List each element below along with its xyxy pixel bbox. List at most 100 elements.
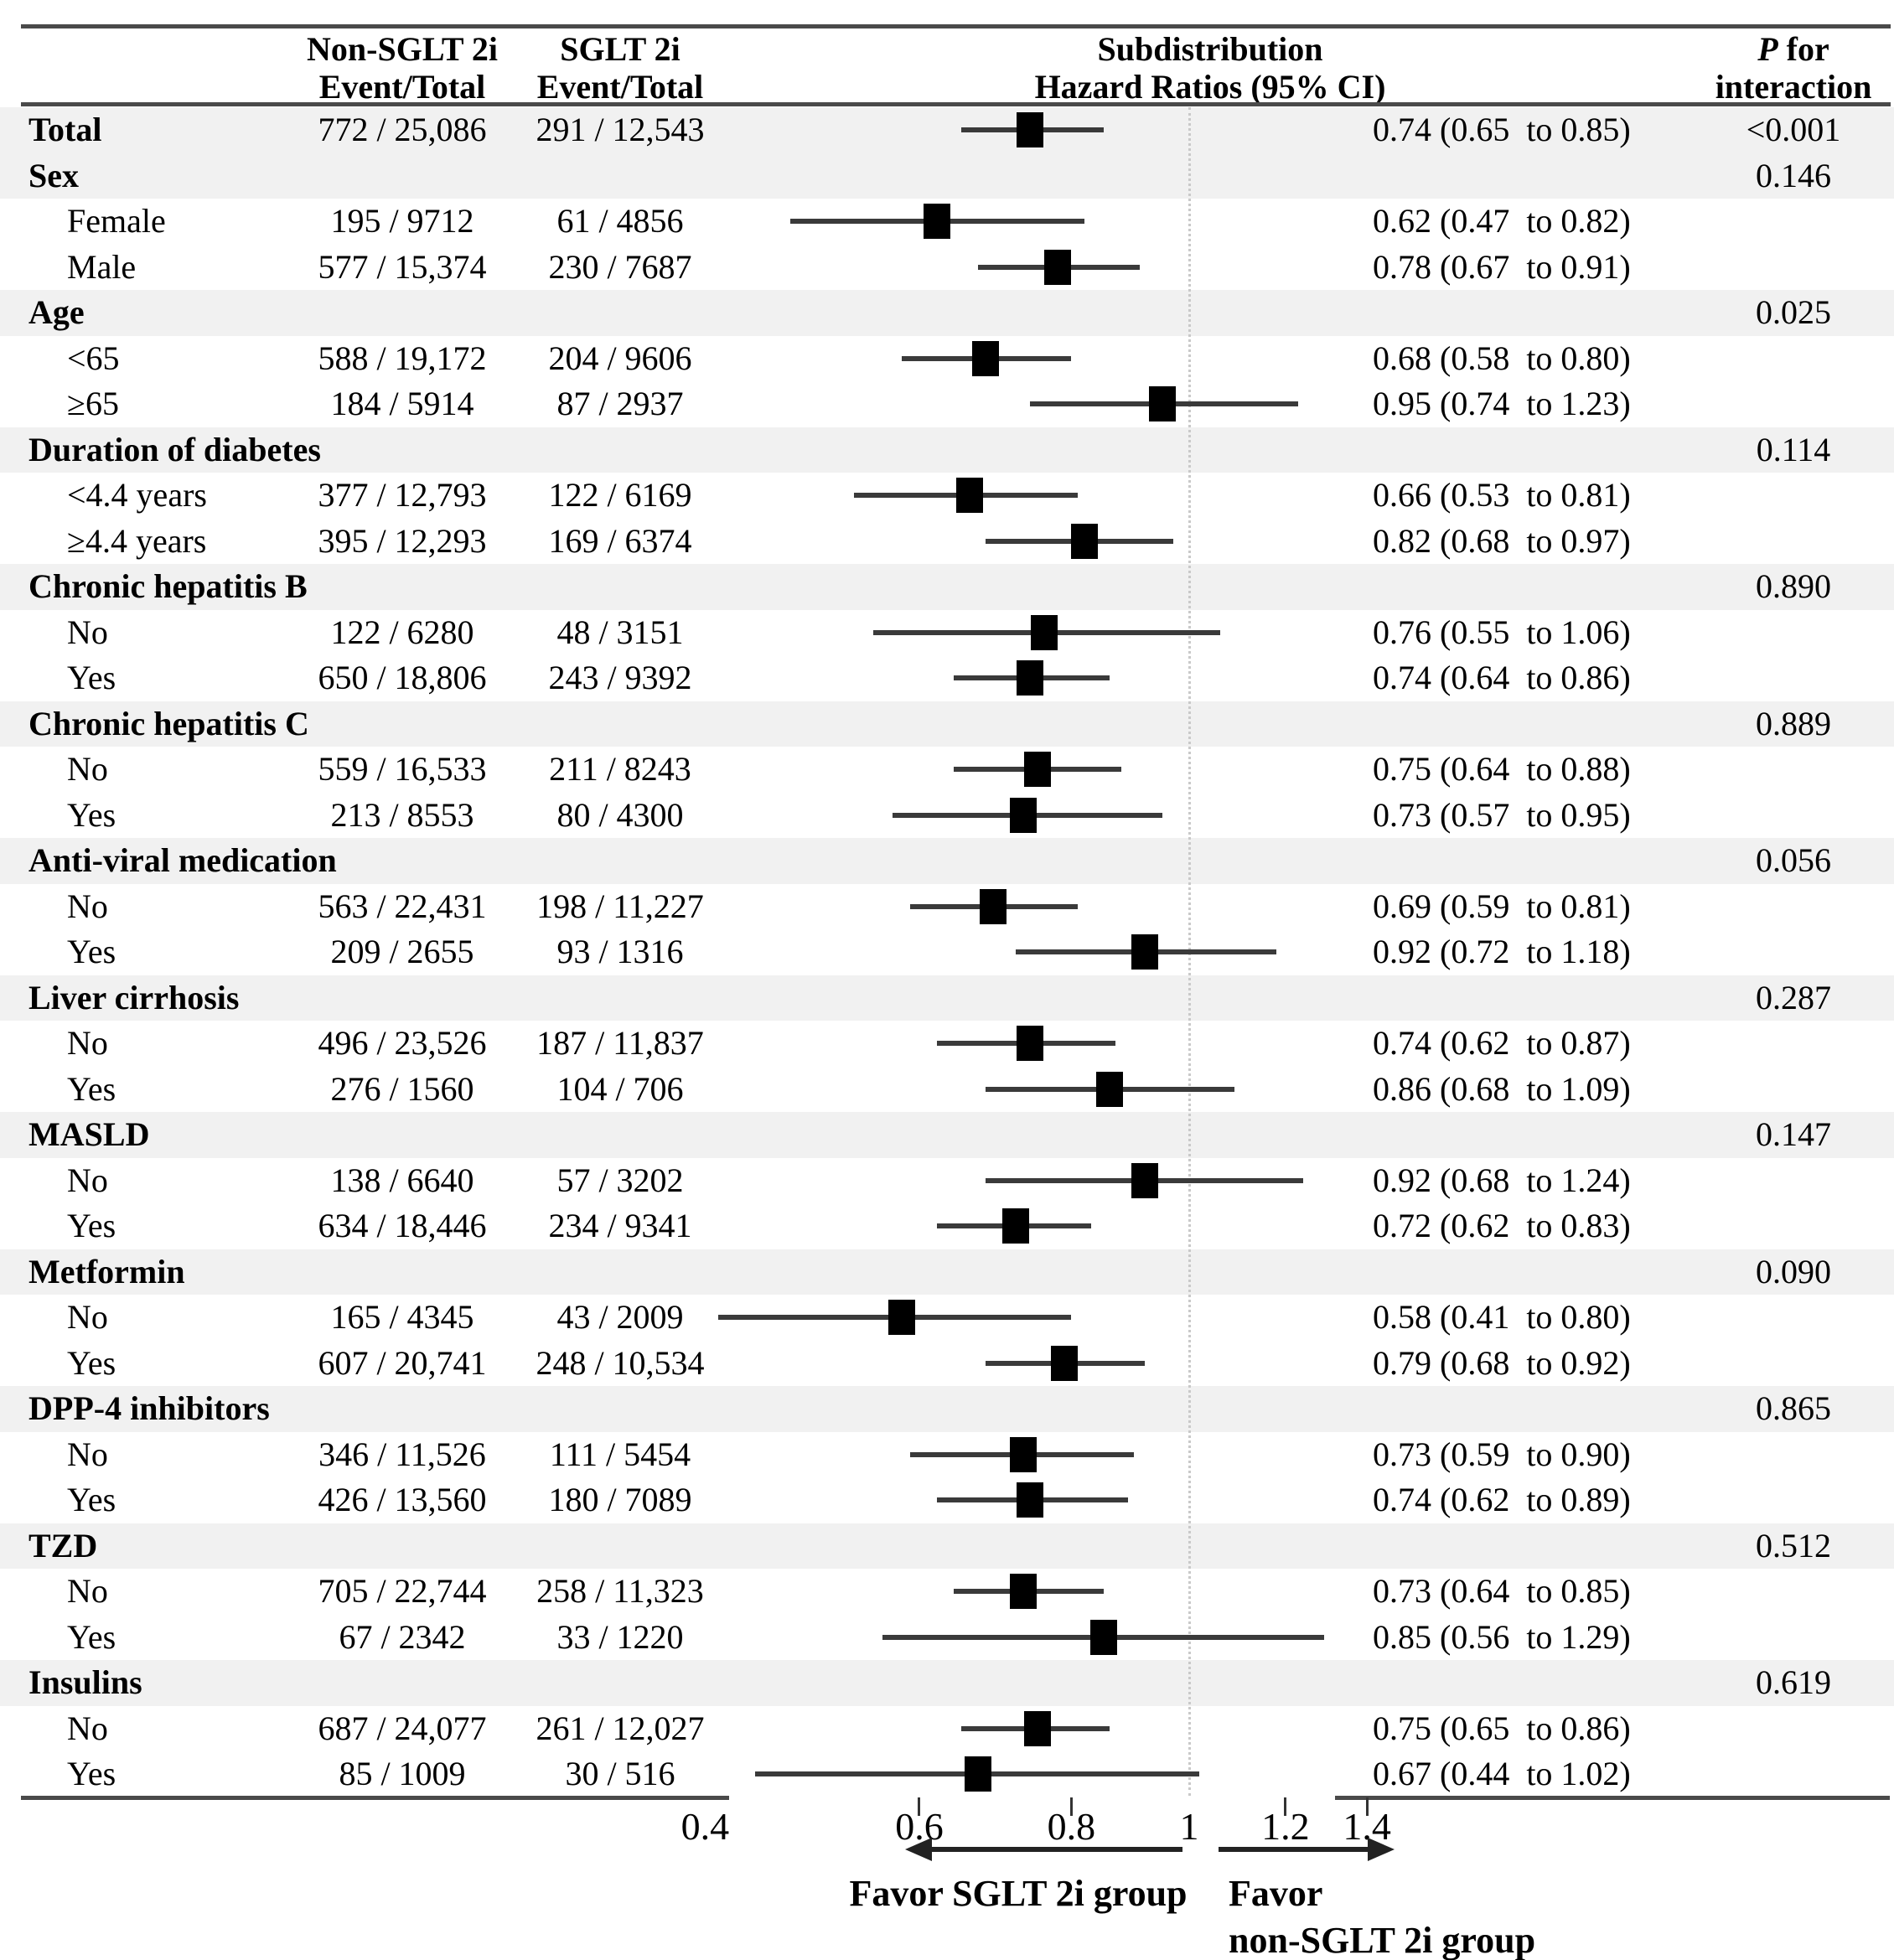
non-sglt2i-event-total: 85 / 1009	[339, 1755, 466, 1792]
p-interaction-value: 0.146	[1756, 156, 1831, 194]
point-estimate-marker	[1023, 1710, 1051, 1746]
row-label: Yes	[67, 795, 116, 834]
sglt2i-event-total: 169 / 6374	[548, 521, 692, 560]
top-rule	[21, 24, 1891, 28]
hazard-ratio-text: 0.69 (0.59 to 0.81)	[1373, 887, 1631, 925]
sglt2i-event-total: 48 / 3151	[556, 613, 684, 651]
row-label: Liver cirrhosis	[28, 978, 240, 1016]
sglt2i-event-total: 33 / 1220	[556, 1617, 684, 1656]
row-label: No	[67, 1298, 108, 1336]
point-estimate-marker	[956, 478, 984, 513]
axis-tick	[918, 1797, 921, 1816]
row-label: No	[67, 1024, 108, 1062]
p-interaction-value: 0.056	[1756, 841, 1831, 879]
non-sglt2i-event-total: 184 / 5914	[330, 385, 474, 422]
row-label: No	[67, 1435, 108, 1473]
point-estimate-marker	[1131, 934, 1159, 970]
row-label: Insulins	[28, 1663, 142, 1701]
column-header-sglt2i-sub: Event/Total	[536, 68, 704, 106]
point-estimate-marker	[1001, 1208, 1029, 1244]
subgroup-row: Yes 213 / 8553 80 / 4300 0.73 (0.57 to 0.95…	[0, 793, 1894, 839]
row-label: DPP-4 inhibitors	[28, 1389, 270, 1427]
subgroup-row: Yes 85 / 1009 30 / 516 0.67 (0.44 to 1.02)	[0, 1751, 1894, 1797]
point-estimate-marker	[1044, 249, 1072, 285]
row-label: TZD	[28, 1526, 98, 1564]
point-estimate-marker	[1017, 1482, 1044, 1518]
bottom-rule-left	[21, 1796, 729, 1800]
sglt2i-event-total: 104 / 706	[556, 1069, 684, 1108]
row-label: MASLD	[28, 1115, 150, 1153]
subgroup-row: <65 588 / 19,172 204 / 9606 0.68 (0.58 to 0…	[0, 336, 1894, 382]
subgroup-row: Yes 426 / 13,560 180 / 7089 0.74 (0.62 to 0…	[0, 1477, 1894, 1523]
sglt2i-event-total: 57 / 3202	[556, 1161, 684, 1199]
non-sglt2i-event-total: 607 / 20,741	[318, 1343, 487, 1382]
p-interaction-value: 0.114	[1756, 430, 1831, 468]
point-estimate-marker	[1009, 797, 1037, 833]
sglt2i-event-total: 93 / 1316	[556, 933, 684, 970]
row-label: Duration of diabetes	[28, 430, 321, 468]
column-header-sglt2i: SGLT 2i Event/Total	[494, 30, 746, 106]
row-label: Yes	[67, 1481, 116, 1518]
row-label: Yes	[67, 933, 116, 970]
hazard-ratio-text: 0.73 (0.59 to 0.90)	[1373, 1435, 1631, 1473]
hazard-ratio-text: 0.76 (0.55 to 1.06)	[1373, 613, 1631, 651]
non-sglt2i-event-total: 496 / 23,526	[318, 1024, 487, 1062]
favor-sglt2i-label: Favor SGLT 2i group	[849, 1873, 1188, 1914]
hazard-ratio-text: 0.92 (0.72 to 1.18)	[1373, 933, 1631, 970]
subgroup-row: Yes 634 / 18,446 234 / 9341 0.72 (0.62 to 0…	[0, 1203, 1894, 1249]
favor-non-sglt2i-line1: Favor	[1229, 1873, 1323, 1914]
axis-tick	[1284, 1797, 1287, 1816]
sglt2i-event-total: 211 / 8243	[549, 750, 691, 788]
column-header-p-line1: P for	[1693, 30, 1894, 68]
point-estimate-marker	[1131, 1162, 1159, 1198]
subgroup-row: No 559 / 16,533 211 / 8243 0.75 (0.64 to 0.…	[0, 747, 1894, 793]
point-estimate-marker	[1017, 1026, 1044, 1061]
hazard-ratio-text: 0.72 (0.62 to 0.83)	[1373, 1207, 1631, 1244]
row-label: Yes	[67, 1343, 116, 1382]
row-label: No	[67, 1572, 108, 1610]
row-label: Yes	[67, 1617, 116, 1656]
category-row: Sex 0.146	[0, 153, 1894, 199]
subgroup-row: No 563 / 22,431 198 / 11,227 0.69 (0.59 to …	[0, 884, 1894, 930]
axis-tick-label: 0.4	[680, 1805, 730, 1848]
subgroup-row: <4.4 years 377 / 12,793 122 / 6169 0.66 (0.…	[0, 473, 1894, 519]
category-row: Chronic hepatitis B 0.890	[0, 564, 1894, 610]
sglt2i-event-total: 291 / 12,543	[536, 111, 705, 148]
non-sglt2i-event-total: 772 / 25,086	[318, 111, 487, 148]
non-sglt2i-event-total: 377 / 12,793	[318, 476, 487, 514]
p-interaction-value: 0.090	[1756, 1252, 1831, 1290]
category-row: MASLD 0.147	[0, 1112, 1894, 1158]
hazard-ratio-text: 0.74 (0.64 to 0.86)	[1373, 659, 1631, 696]
row-label: Sex	[28, 156, 79, 194]
sglt2i-event-total: 248 / 10,534	[536, 1343, 705, 1382]
column-header-non-sglt2i-sub: Event/Total	[318, 68, 486, 106]
p-interaction-value: 0.287	[1756, 978, 1831, 1016]
p-interaction-value: 0.147	[1756, 1115, 1831, 1153]
p-interaction-value: 0.865	[1756, 1389, 1831, 1427]
hazard-ratio-text: 0.62 (0.47 to 0.82)	[1373, 202, 1631, 240]
subgroup-row: Male 577 / 15,374 230 / 7687 0.78 (0.67 to …	[0, 245, 1894, 291]
non-sglt2i-event-total: 346 / 11,526	[318, 1435, 486, 1473]
hazard-ratio-text: 0.86 (0.68 to 1.09)	[1373, 1069, 1631, 1108]
non-sglt2i-event-total: 563 / 22,431	[318, 887, 487, 925]
non-sglt2i-event-total: 195 / 9712	[330, 202, 474, 240]
non-sglt2i-event-total: 687 / 24,077	[318, 1709, 487, 1747]
subgroup-row: Yes 607 / 20,741 248 / 10,534 0.79 (0.68 to…	[0, 1341, 1894, 1387]
row-label: No	[67, 1161, 108, 1199]
favor-non-sglt2i-label: Favor non-SGLT 2i group	[1229, 1870, 1535, 1960]
category-row: Duration of diabetes 0.114	[0, 427, 1894, 473]
row-label: No	[67, 750, 108, 788]
column-header-hazard-ratio-line2: Hazard Ratios (95% CI)	[1034, 68, 1386, 106]
hazard-ratio-text: 0.74 (0.65 to 0.85)	[1373, 111, 1631, 148]
row-label: Yes	[67, 1207, 116, 1244]
category-row: DPP-4 inhibitors 0.865	[0, 1386, 1894, 1432]
row-label: No	[67, 1709, 108, 1747]
axis-tick-label: 0.8	[1047, 1805, 1096, 1848]
category-row: Anti-viral medication 0.056	[0, 838, 1894, 884]
subgroup-row: No 346 / 11,526 111 / 5454 0.73 (0.59 to 0.…	[0, 1432, 1894, 1478]
sglt2i-event-total: 43 / 2009	[556, 1298, 684, 1336]
non-sglt2i-event-total: 122 / 6280	[330, 613, 474, 651]
row-label: Male	[67, 247, 137, 286]
hazard-ratio-text: 0.74 (0.62 to 0.87)	[1373, 1024, 1631, 1062]
